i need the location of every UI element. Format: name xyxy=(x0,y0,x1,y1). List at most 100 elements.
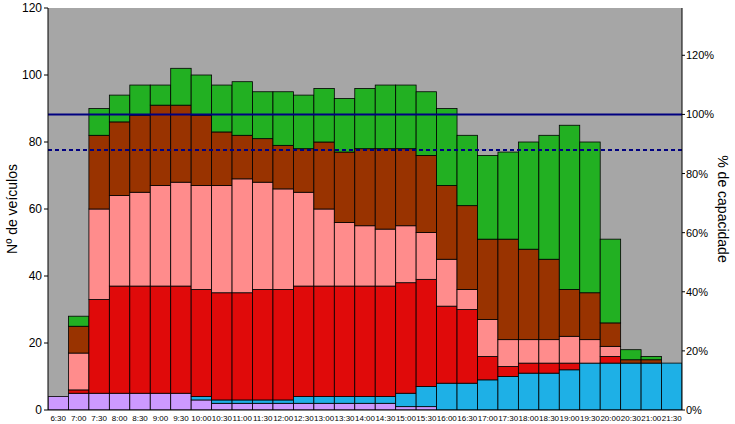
bar-segment xyxy=(600,239,620,323)
bar-segment xyxy=(130,192,150,286)
x-tick-label: 6:30 xyxy=(50,414,66,423)
bar-segment xyxy=(498,366,518,376)
reference-line xyxy=(48,149,682,151)
bar-segment xyxy=(253,182,273,289)
bar-segment xyxy=(89,109,109,136)
bar-segment xyxy=(48,396,68,397)
bar-segment xyxy=(477,155,497,239)
x-tick-label: 10:30 xyxy=(212,414,233,423)
chart: 0204060801001200%20%40%60%80%100%120%6:3… xyxy=(0,0,735,424)
bar-segment xyxy=(314,142,334,209)
bar-segment xyxy=(559,289,579,336)
bar-segment xyxy=(232,403,252,410)
bar-segment xyxy=(416,92,436,156)
bar-segment xyxy=(641,360,661,363)
bar-segment xyxy=(518,373,538,410)
x-tick-label: 20:00 xyxy=(600,414,621,423)
bar-segment xyxy=(212,403,232,410)
bar-segment xyxy=(518,340,538,363)
bar-segment xyxy=(334,152,354,222)
bar-segment xyxy=(212,85,232,132)
bar-segment xyxy=(416,387,436,407)
y2-tick-label: 120% xyxy=(686,49,714,61)
plot-area xyxy=(48,8,682,410)
bar-segment xyxy=(375,85,395,149)
bar-segment xyxy=(437,259,457,306)
bar-segment xyxy=(334,222,354,286)
y-tick xyxy=(44,410,48,411)
x-tick-label: 7:30 xyxy=(91,414,107,423)
bar-segment xyxy=(232,82,252,136)
bar-segment xyxy=(273,400,293,403)
y2-tick-label: 80% xyxy=(686,168,708,180)
bar-segment xyxy=(457,383,477,410)
bar-segment xyxy=(539,259,559,339)
bar-segment xyxy=(416,279,436,386)
bar-segment xyxy=(48,396,68,397)
bar-segment xyxy=(68,393,88,410)
bar-segment xyxy=(68,390,88,393)
y-tick-label: 0 xyxy=(35,403,42,417)
bar-segment xyxy=(416,155,436,232)
x-tick-label: 16:30 xyxy=(457,414,478,423)
bar-segment xyxy=(191,186,211,290)
y-tick-label: 40 xyxy=(29,269,43,283)
bar-segment xyxy=(171,393,191,410)
bar-segment xyxy=(253,403,273,410)
bar-segment xyxy=(191,397,211,400)
x-tick-label: 8:00 xyxy=(112,414,128,423)
bar-segment xyxy=(621,360,641,363)
bar-segment xyxy=(150,85,170,105)
bar-segment xyxy=(559,370,579,410)
bar-segment xyxy=(48,396,68,397)
bar-segment xyxy=(662,363,682,364)
bar-segment xyxy=(416,232,436,279)
bar-segment xyxy=(498,377,518,411)
bar-segment xyxy=(334,397,354,404)
bar-segment xyxy=(293,397,313,404)
y2-tick-label: 60% xyxy=(686,227,708,239)
bar-segment xyxy=(396,407,416,410)
bar-segment xyxy=(355,286,375,397)
bar-segment xyxy=(130,85,150,115)
bar-segment xyxy=(498,340,518,367)
bar-segment xyxy=(498,239,518,340)
bar-segment xyxy=(109,393,129,410)
y-tick xyxy=(44,8,48,9)
bar-segment xyxy=(253,289,273,400)
bar-segment xyxy=(109,122,129,196)
bar-segment xyxy=(600,346,620,356)
y-tick-label: 100 xyxy=(22,68,42,82)
x-tick-label: 11:30 xyxy=(253,414,273,423)
x-tick-label: 21:30 xyxy=(662,414,683,423)
x-tick-label: 15:30 xyxy=(416,414,437,423)
x-tick-label: 12:00 xyxy=(273,414,294,423)
bar-segment xyxy=(293,286,313,397)
bar-segment xyxy=(212,293,232,400)
bar-segment xyxy=(498,152,518,239)
bar-segment xyxy=(662,363,682,364)
marks xyxy=(48,68,682,410)
x-tick-label: 15:00 xyxy=(396,414,417,423)
bar-segment xyxy=(253,139,273,183)
bar-segment xyxy=(48,396,68,397)
y-tick xyxy=(44,142,48,143)
bar-segment xyxy=(89,393,109,410)
bar-segment xyxy=(48,396,68,397)
bar-segment xyxy=(355,226,375,286)
bar-segment xyxy=(130,393,150,410)
bar-segment xyxy=(662,363,682,364)
bar-segment xyxy=(232,135,252,179)
bar-segment xyxy=(314,286,334,397)
bar-segment xyxy=(130,115,150,192)
x-tick-label: 9:30 xyxy=(173,414,189,423)
bar-segment xyxy=(477,380,497,410)
bar-segment xyxy=(130,286,150,393)
y-tick xyxy=(44,343,48,344)
y2-axis-line xyxy=(682,8,683,410)
bar-segment xyxy=(232,179,252,293)
x-tick-label: 7:00 xyxy=(71,414,87,423)
y-tick xyxy=(44,276,48,277)
x-tick-label: 8:30 xyxy=(132,414,148,423)
bar-segment xyxy=(477,239,497,319)
